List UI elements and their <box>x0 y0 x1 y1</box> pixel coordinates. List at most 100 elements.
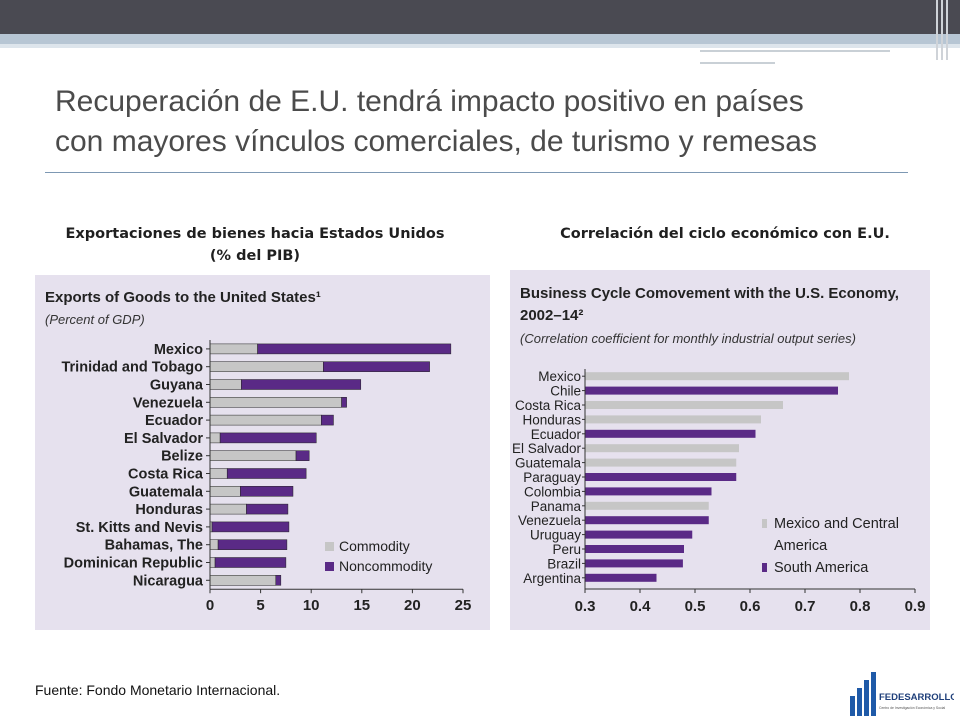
legend-label: Commodity <box>339 538 410 554</box>
category-label: Guyana <box>150 378 204 394</box>
x-tick-label: 0.3 <box>575 598 596 615</box>
bar <box>585 473 737 481</box>
logo-graphic: FEDESARROLLO Centro de Investigación Eco… <box>850 672 958 716</box>
bar-noncommodity <box>219 432 317 444</box>
bar-commodity <box>209 575 277 586</box>
category-label: El Salvador <box>124 431 203 447</box>
bar <box>585 444 739 453</box>
corner-decoration-line <box>700 62 775 64</box>
bar-commodity <box>209 343 258 355</box>
category-label: Ecuador <box>531 427 582 442</box>
corner-decoration-line <box>936 0 938 60</box>
bar <box>585 501 709 510</box>
bar <box>585 516 709 525</box>
chart-subtitle: (Percent of GDP) <box>45 312 145 327</box>
right-chart-caption: Correlación del ciclo económico con E.U. <box>505 223 945 245</box>
left-caption-line-2: (% del PIB) <box>209 248 301 264</box>
bar-noncommodity <box>211 521 290 533</box>
exports-chart: Exports of Goods to the United States¹ (… <box>45 289 472 614</box>
bar <box>585 386 838 395</box>
x-tick-label: 0.8 <box>850 598 871 615</box>
bar-noncommodity <box>321 414 334 426</box>
category-label: Guatemala <box>129 484 204 500</box>
corner-decoration-line <box>946 0 948 60</box>
category-label: Venezuela <box>133 395 204 411</box>
category-label: Trinidad and Tobago <box>61 360 203 376</box>
x-tick-label: 25 <box>455 597 472 614</box>
x-tick-label: 10 <box>303 597 320 614</box>
legend-swatch-south-america <box>762 563 767 572</box>
category-label: Nicaragua <box>133 573 204 589</box>
bar <box>585 458 737 467</box>
chart-title: Business Cycle Comovement with the U.S. … <box>520 285 899 302</box>
right-caption-line-1: Correlación del ciclo económico con E.U. <box>560 226 890 242</box>
top-banner-stripe <box>0 34 960 44</box>
bar-noncommodity <box>214 557 287 568</box>
legend-label: Mexico and Central <box>774 516 899 532</box>
bar-commodity <box>209 557 216 568</box>
chart-title: Exports of Goods to the United States¹ <box>45 289 321 306</box>
chart-subtitle: (Correlation coefficient for monthly ind… <box>520 331 856 346</box>
bar-noncommodity <box>341 397 347 408</box>
bar <box>585 429 756 438</box>
top-banner-stripe-light <box>0 44 960 48</box>
left-caption-line-1: Exportaciones de bienes hacia Estados Un… <box>65 226 445 242</box>
left-chart-caption: Exportaciones de bienes hacia Estados Un… <box>30 223 480 267</box>
bar <box>585 372 849 381</box>
category-label: Mexico <box>538 369 581 384</box>
bar-commodity <box>209 397 342 408</box>
category-label: Chile <box>550 384 581 399</box>
bar-commodity <box>209 379 242 390</box>
category-label: Costa Rica <box>128 467 204 483</box>
category-label: Panama <box>531 499 582 514</box>
slide-title-line-2: con mayores vínculos comerciales, de tur… <box>55 125 817 158</box>
category-label: Honduras <box>135 502 203 518</box>
category-label: Paraguay <box>523 470 581 485</box>
logo-tagline: Centro de Investigación Económica y Soci… <box>879 706 945 710</box>
bar-noncommodity <box>295 450 310 461</box>
bar <box>585 573 657 582</box>
bar-noncommodity <box>240 486 294 497</box>
bar-noncommodity <box>226 468 307 479</box>
bar <box>585 415 761 424</box>
x-tick-label: 0.4 <box>630 598 652 615</box>
slide-title-line-1: Recuperación de E.U. tendrá impacto posi… <box>55 85 804 118</box>
x-tick-label: 0 <box>206 597 214 614</box>
fedesarrollo-logo: FEDESARROLLO Centro de Investigación Eco… <box>848 668 958 718</box>
legend-swatch-noncommodity <box>325 562 334 571</box>
category-label: Ecuador <box>145 413 203 429</box>
legend-swatch-commodity <box>325 542 334 551</box>
corner-decoration-line <box>941 0 943 60</box>
bar-commodity <box>209 414 322 426</box>
category-label: Belize <box>161 449 203 465</box>
x-tick-label: 0.7 <box>795 598 816 615</box>
category-label: Uruguay <box>530 528 581 543</box>
bar-noncommodity <box>246 503 289 515</box>
category-label: Honduras <box>522 412 581 427</box>
legend-label: America <box>774 538 828 554</box>
bar-noncommodity <box>241 379 362 390</box>
bar <box>585 559 683 568</box>
slide-title: Recuperación de E.U. tendrá impacto posi… <box>55 82 915 162</box>
category-label: Mexico <box>154 342 203 358</box>
x-tick-label: 5 <box>256 597 264 614</box>
bar <box>585 530 693 539</box>
left-chart-panel: Exports of Goods to the United States¹ (… <box>35 275 490 630</box>
bar-noncommodity <box>275 575 282 586</box>
category-label: St. Kitts and Nevis <box>76 520 203 536</box>
bar-commodity <box>209 361 324 372</box>
category-label: Brazil <box>547 556 581 571</box>
top-banner <box>0 0 960 34</box>
category-label: Guatemala <box>515 456 582 471</box>
bar-noncommodity <box>257 343 452 355</box>
right-chart-panel: Business Cycle Comovement with the U.S. … <box>510 270 930 630</box>
x-tick-label: 15 <box>353 597 370 614</box>
category-label: Peru <box>552 542 581 557</box>
legend-label: South America <box>774 560 869 576</box>
legend-swatch-mexico-central-america <box>762 519 767 528</box>
source-note: Fuente: Fondo Monetario Internacional. <box>35 682 281 698</box>
legend-label: Noncommodity <box>339 558 432 574</box>
title-divider <box>45 172 908 173</box>
category-label: Colombia <box>524 484 582 499</box>
x-tick-label: 20 <box>404 597 421 614</box>
